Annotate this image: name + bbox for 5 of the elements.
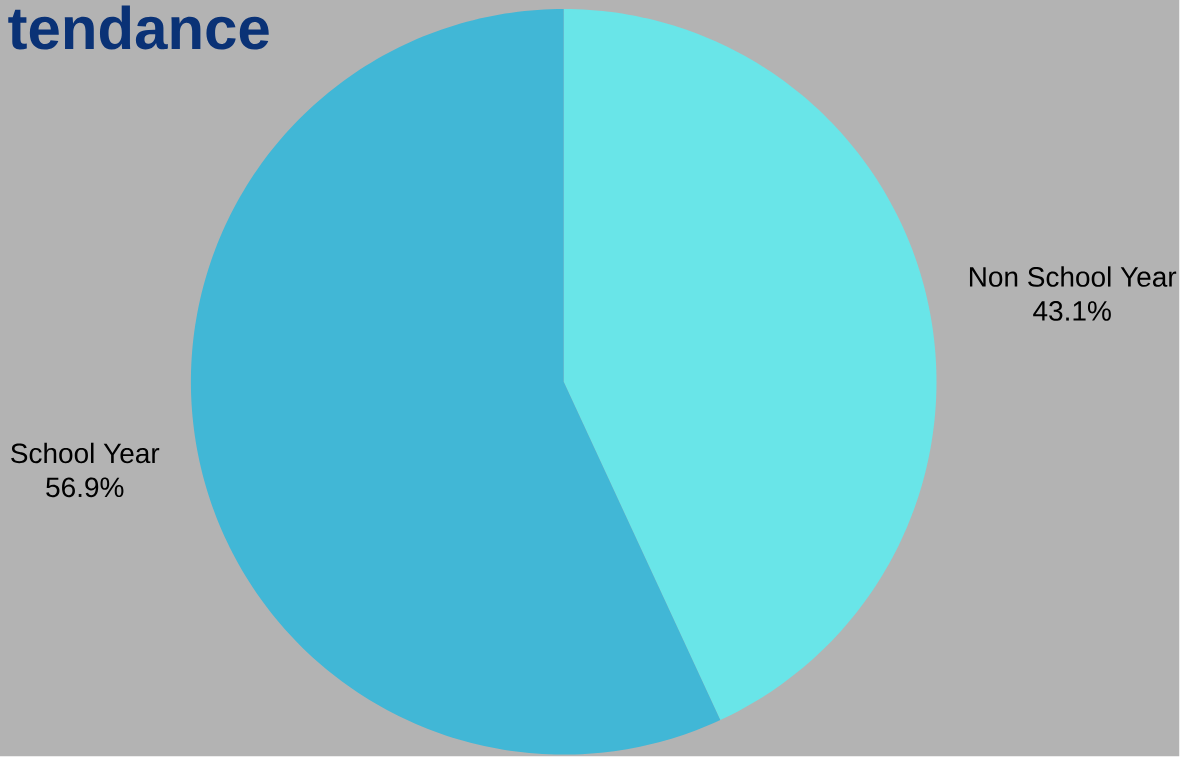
data-label: 43.1% (1033, 301, 1111, 322)
chart-title: tendance (8, 5, 269, 50)
data-label: 56.9% (46, 477, 124, 498)
slice-label: Non School Year (969, 266, 1177, 288)
slice-label: School Year (11, 442, 160, 464)
